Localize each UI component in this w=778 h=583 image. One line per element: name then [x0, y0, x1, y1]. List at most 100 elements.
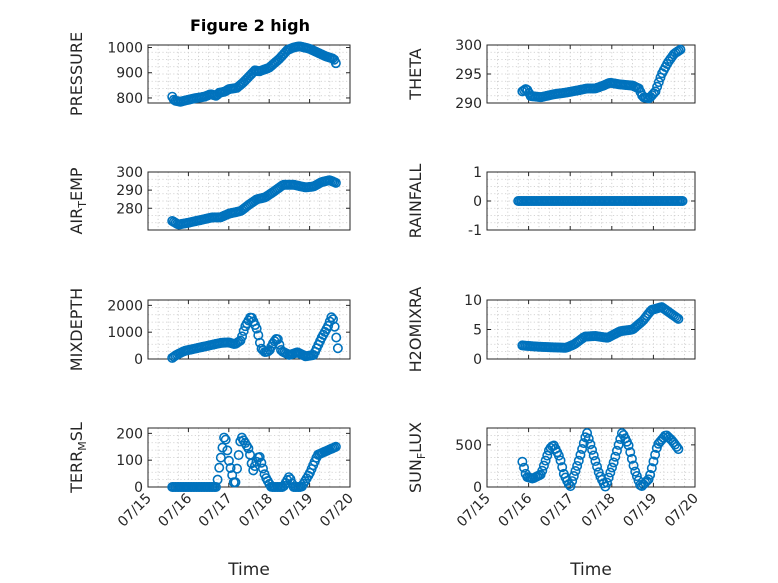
data-point — [557, 462, 568, 473]
y-tick-label: 0 — [473, 480, 482, 496]
data-point — [215, 452, 226, 463]
data-point — [630, 466, 641, 477]
data-point — [323, 320, 334, 331]
y-axis-label: RAINFALL — [406, 164, 425, 239]
data-point — [538, 460, 549, 471]
data-point — [519, 85, 530, 96]
data-point — [673, 313, 684, 324]
axes-border — [147, 299, 351, 360]
data-point — [517, 456, 528, 467]
y-tick-label: 0 — [473, 194, 482, 210]
data-point — [272, 334, 283, 345]
data-point — [219, 432, 230, 443]
data-series — [167, 432, 341, 492]
data-point — [233, 336, 244, 347]
data-point — [217, 442, 228, 453]
data-point — [603, 472, 614, 483]
y-axis-label: AIRTEMP — [67, 167, 89, 234]
y-tick-label: 290 — [116, 183, 143, 199]
data-point — [553, 450, 564, 461]
data-point — [653, 77, 664, 88]
data-point — [650, 449, 661, 460]
data-point — [332, 343, 343, 354]
data-point — [675, 44, 686, 55]
data-point — [330, 177, 341, 188]
data-point — [572, 460, 583, 471]
y-tick-label: 100 — [116, 453, 143, 469]
data-point — [645, 469, 656, 480]
data-series — [167, 175, 341, 230]
data-point — [567, 476, 578, 487]
data-point — [537, 465, 548, 476]
data-point — [570, 465, 581, 476]
y-tick-label: 1 — [473, 165, 482, 181]
data-point — [331, 332, 342, 343]
axes-border — [147, 171, 351, 231]
data-point — [257, 463, 268, 474]
data-point — [650, 86, 661, 97]
subplot-4: -1 0 1 RAINFALL — [406, 164, 696, 239]
data-point — [673, 444, 684, 455]
y-tick-label: 900 — [116, 66, 143, 82]
data-point — [608, 457, 619, 468]
data-point — [555, 455, 566, 466]
subplot-6: 0 5 10 H2OMIXRA — [406, 287, 696, 372]
data-point — [592, 461, 603, 472]
data-point — [519, 462, 530, 473]
data-point — [565, 481, 576, 492]
data-point — [611, 445, 622, 456]
subplot-3: 280 290 300 AIRTEMP — [67, 165, 351, 235]
y-tick-label: 280 — [116, 201, 143, 217]
x-axis-label: Time — [227, 560, 270, 580]
data-point — [577, 444, 588, 455]
data-point — [243, 443, 254, 454]
data-point — [625, 447, 636, 458]
data-point — [601, 477, 612, 488]
data-point — [251, 323, 262, 334]
y-tick-label: 290 — [455, 96, 482, 112]
y-tick-label: 2000 — [107, 298, 143, 314]
y-tick-label: 0 — [473, 352, 482, 368]
data-point — [652, 81, 663, 92]
data-point — [225, 462, 236, 473]
data-point — [671, 441, 682, 452]
data-point — [232, 463, 243, 474]
y-tick-label: 0 — [134, 352, 143, 368]
y-tick-label: 300 — [116, 165, 143, 181]
y-axis-label: TERRMSL — [67, 422, 89, 494]
data-point — [329, 321, 340, 332]
data-point — [628, 460, 639, 471]
figure-title: Figure 2 high — [190, 16, 310, 35]
axes-border — [147, 44, 351, 104]
y-tick-label: -1 — [468, 223, 482, 239]
data-point — [575, 449, 586, 460]
data-series — [517, 44, 686, 104]
y-tick-label: 200 — [116, 426, 143, 442]
data-point — [626, 453, 637, 464]
data-series — [513, 196, 688, 207]
data-series — [517, 428, 684, 492]
subplot-2: 290 295 300 THETA — [406, 38, 696, 112]
data-point — [610, 451, 621, 462]
data-point — [671, 312, 682, 323]
data-point — [212, 474, 223, 485]
y-tick-label: 1000 — [107, 325, 143, 341]
y-tick-label: 0 — [134, 480, 143, 496]
y-axis-label: PRESSURE — [67, 32, 86, 116]
y-tick-label: 300 — [455, 38, 482, 54]
data-point — [248, 465, 259, 476]
data-point — [613, 439, 624, 450]
data-point — [330, 441, 341, 452]
data-point — [568, 471, 579, 482]
y-tick-label: 10 — [464, 293, 482, 309]
data-point — [606, 462, 617, 473]
data-point — [540, 455, 551, 466]
data-series — [517, 302, 684, 353]
data-point — [623, 440, 634, 451]
y-axis-label: SUNFLUX — [406, 422, 428, 493]
subplot-1: 800 900 1000 PRESSURE — [67, 32, 351, 116]
data-point — [677, 196, 688, 207]
y-tick-label: 295 — [455, 67, 482, 83]
data-point — [588, 450, 599, 461]
